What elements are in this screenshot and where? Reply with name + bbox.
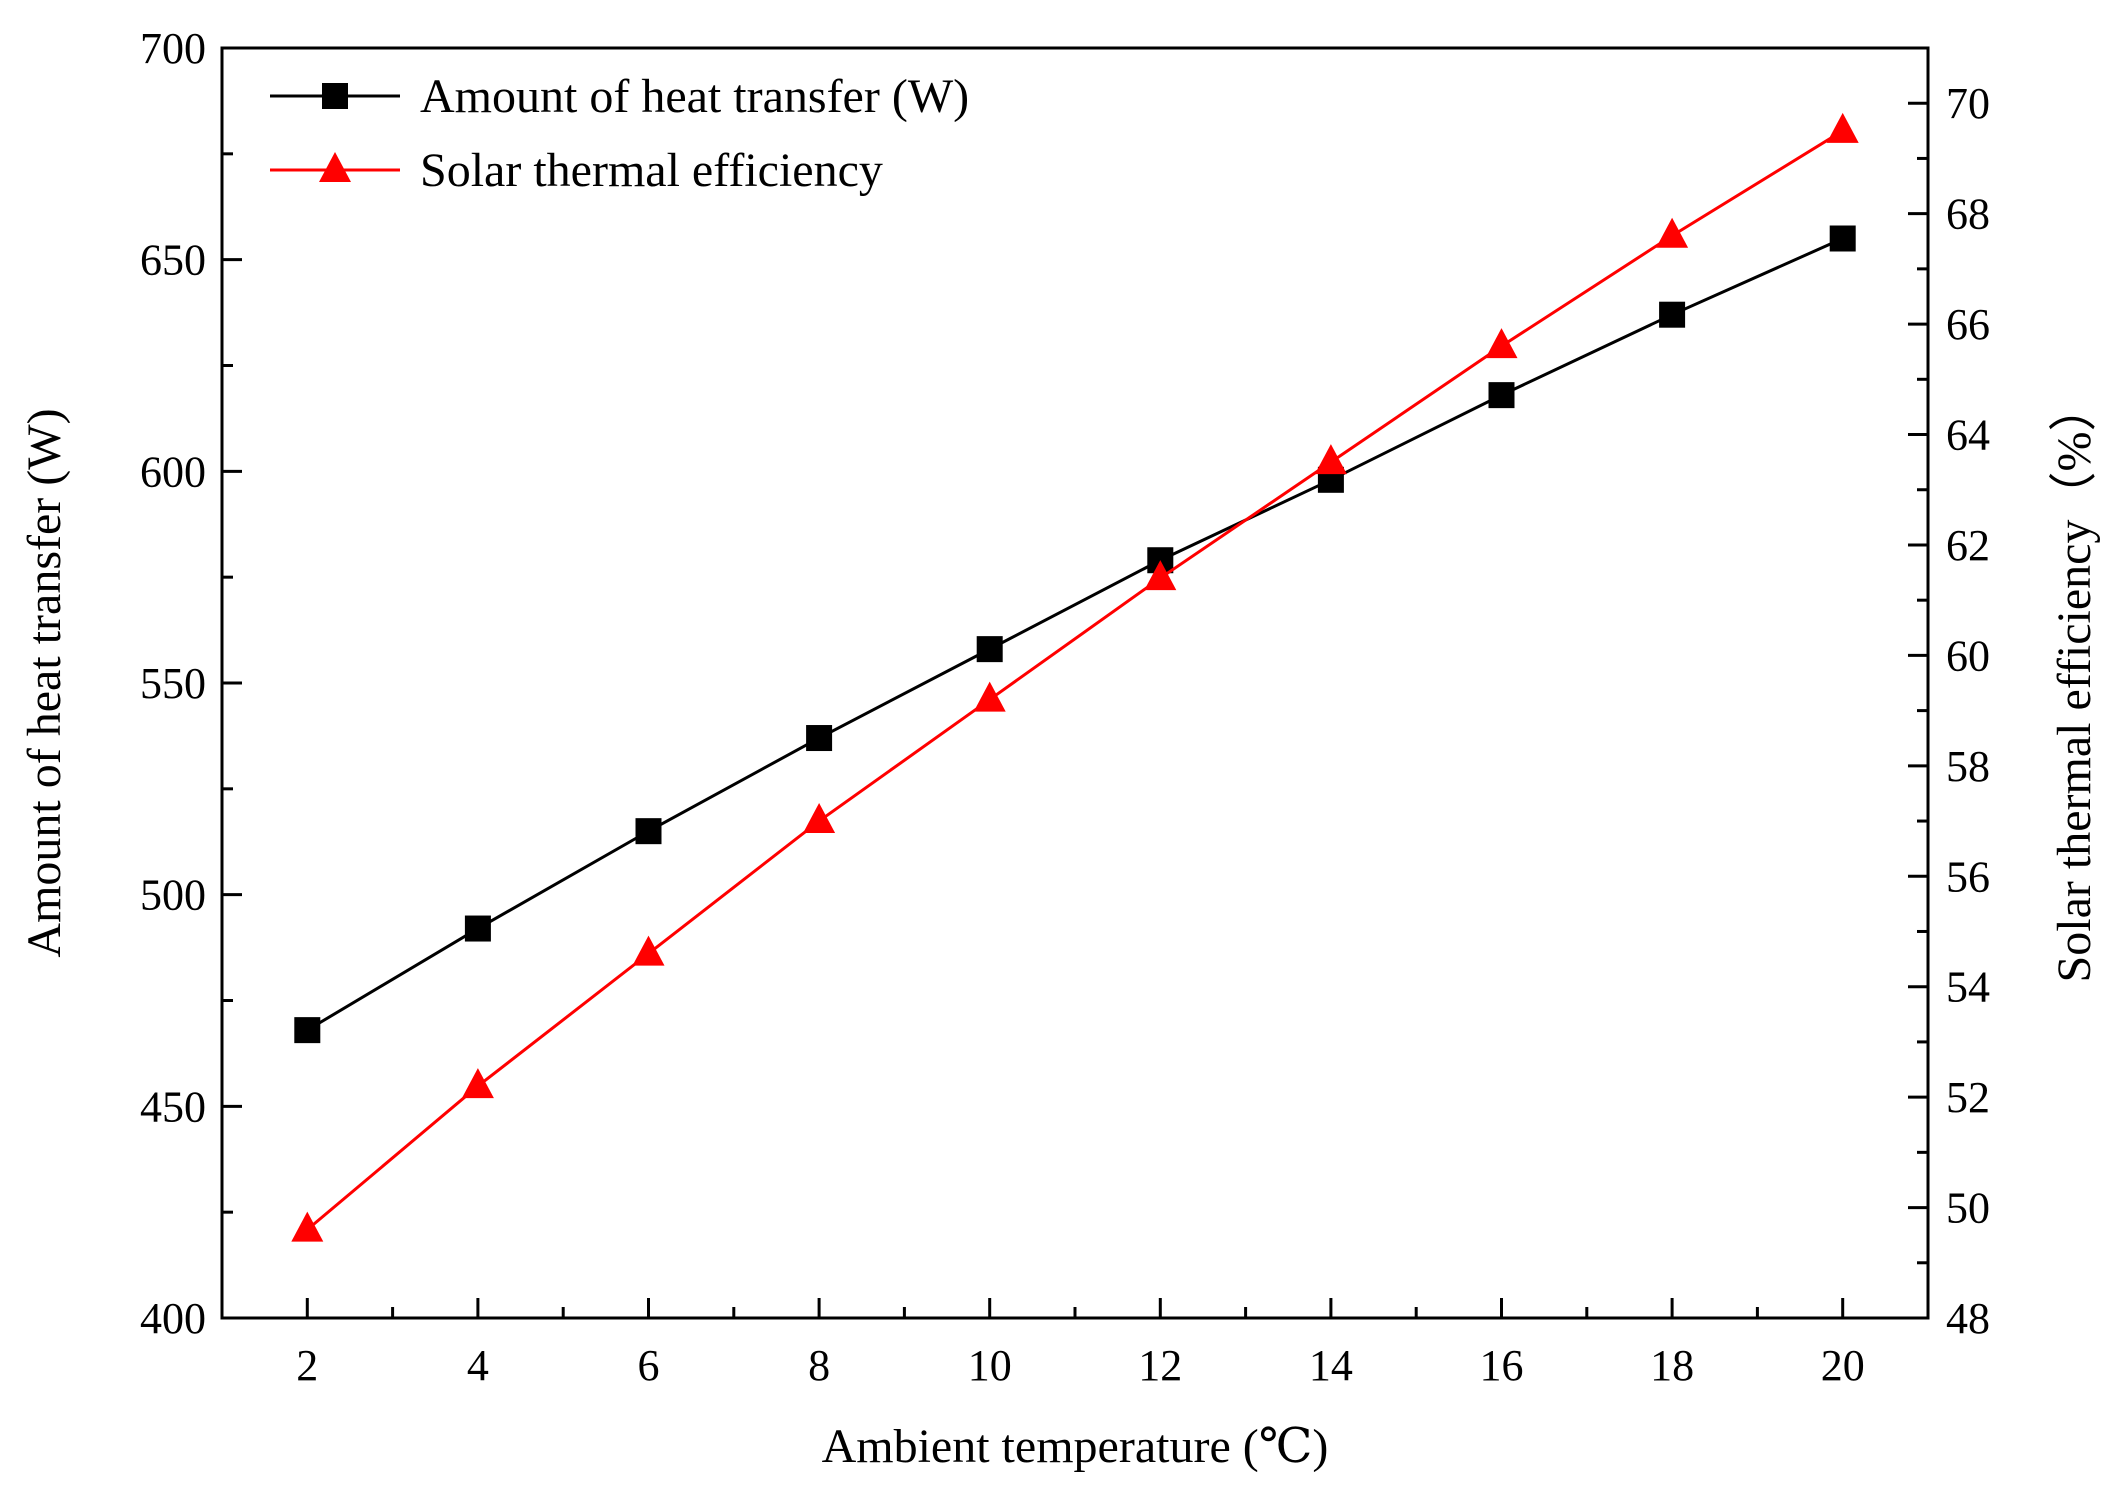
y-right-tick-label: 66 [1946,300,1990,349]
series-1-point [464,915,491,942]
x-tick-label: 18 [1650,1341,1694,1390]
series-1-point [1829,225,1856,252]
series-2-point [1656,217,1689,248]
legend-marker-2 [319,152,351,182]
y-right-tick-label: 50 [1946,1184,1990,1233]
y-right-tick-label: 56 [1946,852,1990,901]
series-2-point [973,681,1006,712]
series-2-point [632,935,665,966]
series-2-point [803,803,836,834]
series-2-point [1144,560,1177,591]
legend-marker-1 [322,83,348,109]
x-tick-label: 12 [1138,1341,1182,1390]
legend-label-1: Amount of heat transfer (W) [420,70,969,123]
x-tick-label: 14 [1309,1341,1353,1390]
series-line-2 [306,129,1844,1231]
legend-label-2: Solar thermal efficiency [420,144,883,197]
y-left-axis-title: Amount of heat transfer (W) [18,408,71,957]
x-tick-label: 16 [1480,1341,1524,1390]
series-2-point [291,1211,324,1242]
series-layer [291,112,1859,1242]
y-left-tick-label: 400 [140,1294,206,1343]
series-1-point [1488,382,1515,409]
y-right-tick-label: 62 [1946,521,1990,570]
y-right-tick-label: 54 [1946,963,1990,1012]
y-left-tick-label: 700 [140,24,206,73]
legend: Amount of heat transfer (W) Solar thermal… [270,70,969,197]
series-2-point [1485,328,1518,359]
y-right-tick-label: 60 [1946,631,1990,680]
series-1-point [294,1017,321,1044]
y-right-tick-label: 52 [1946,1073,1990,1122]
y-right-tick-label: 70 [1946,79,1990,128]
axes-layer: 2 4 6 8 10 12 14 16 18 20400450500550600650700485… [18,24,2101,1473]
y-right-tick-label: 48 [1946,1294,1990,1343]
series-2-point [1314,444,1347,475]
y-left-tick-label: 550 [140,659,206,708]
y-right-tick-label: 68 [1946,190,1990,239]
series-line-1 [306,237,1844,1032]
x-tick-label: 20 [1821,1341,1865,1390]
y-left-tick-label: 650 [140,236,206,285]
y-right-axis-title: Solar thermal efficiency（%） [2048,384,2101,983]
series-1-point [635,818,662,845]
x-tick-label: 4 [467,1341,489,1390]
y-left-tick-label: 450 [140,1082,206,1131]
x-tick-label: 8 [808,1341,830,1390]
x-tick-label: 6 [638,1341,660,1390]
x-tick-label: 2 [296,1341,318,1390]
series-1-point [1659,301,1686,328]
x-tick-label: 10 [968,1341,1012,1390]
y-left-tick-label: 600 [140,447,206,496]
series-2-point [1826,112,1859,143]
y-left-tick-label: 500 [140,871,206,920]
series-2-point [461,1068,494,1099]
y-right-tick-label: 58 [1946,742,1990,791]
x-axis-title: Ambient temperature (℃) [822,1420,1329,1473]
y-right-tick-label: 64 [1946,411,1990,460]
series-1-point [806,725,833,752]
series-1-point [976,636,1003,663]
